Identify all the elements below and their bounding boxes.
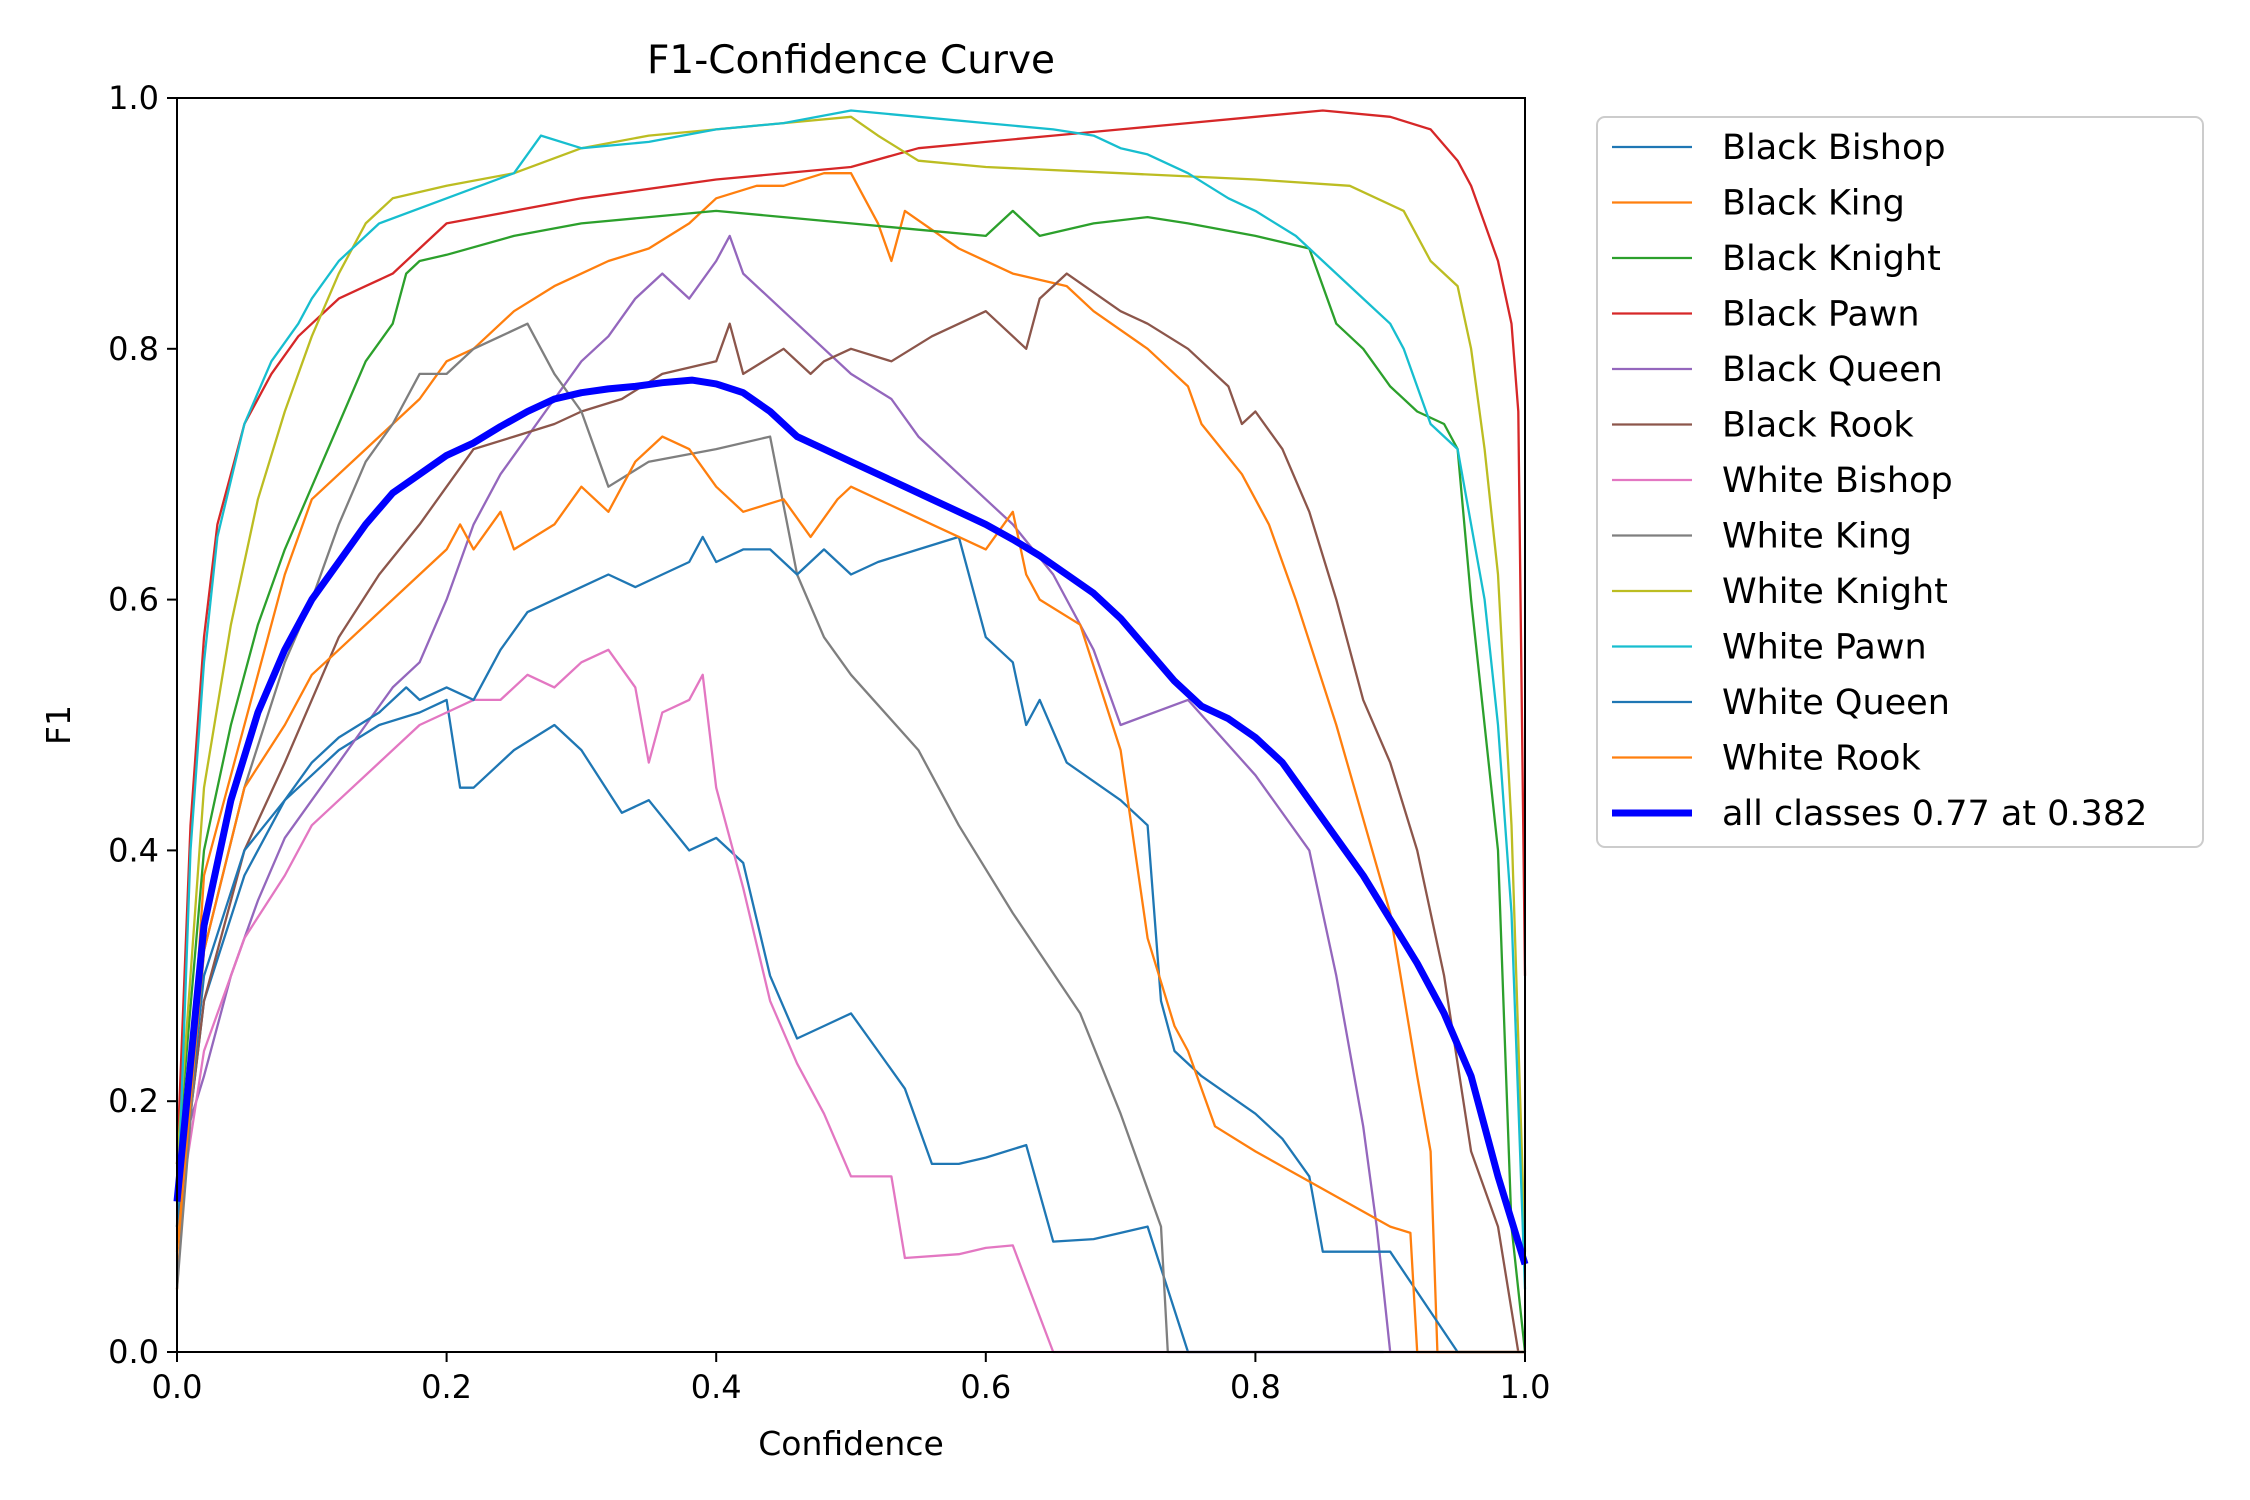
plot-area xyxy=(173,109,1529,1354)
y-tick-label: 0.0 xyxy=(108,1333,159,1371)
y-tick-label: 1.0 xyxy=(108,79,159,117)
legend-label-9: White Pawn xyxy=(1722,628,1927,668)
series-line-9 xyxy=(175,109,1527,1290)
legend: Black Bishop Black King Black Knight Black … xyxy=(1596,116,2204,848)
series-line-2 xyxy=(175,209,1527,1353)
y-tick-label: 0.8 xyxy=(108,330,159,368)
legend-label-0: Black Bishop xyxy=(1722,128,1946,168)
series-line-11 xyxy=(175,435,1525,1354)
legend-label-6: White Bishop xyxy=(1722,461,1953,501)
series-line-6 xyxy=(175,648,1525,1354)
legend-label-11: White Rook xyxy=(1722,739,1921,779)
legend-label-4: Black Queen xyxy=(1722,350,1943,390)
chart-title: F1-Confidence Curve xyxy=(647,38,1055,83)
legend-label-12: all classes 0.77 at 0.382 xyxy=(1722,794,2147,834)
series-line-10 xyxy=(175,535,1525,1354)
y-tick-label: 0.6 xyxy=(108,581,159,619)
legend-label-10: White Queen xyxy=(1722,683,1950,723)
y-axis-label: F1 xyxy=(39,705,78,745)
series-line-5 xyxy=(175,272,1525,1354)
x-tick-label: 0.4 xyxy=(691,1368,742,1406)
y-tick-label: 0.2 xyxy=(108,1082,159,1120)
plot-frame xyxy=(176,97,1526,1353)
legend-label-7: White King xyxy=(1722,517,1912,557)
series-line-4 xyxy=(175,234,1392,1353)
series-line-1 xyxy=(175,172,1525,1354)
legend-label-5: Black Rook xyxy=(1722,406,1914,446)
series-line-0 xyxy=(175,698,1384,1354)
legend-label-2: Black Knight xyxy=(1722,239,1941,279)
y-axis: 0.0 0.2 0.4 0.6 0.8 1.0 xyxy=(108,79,177,1371)
x-axis: 0.0 0.2 0.4 0.6 0.8 1.0 xyxy=(152,1352,1551,1406)
y-tick-label: 0.4 xyxy=(108,831,159,869)
legend-label-1: Black King xyxy=(1722,184,1905,224)
series-line-3 xyxy=(175,109,1527,1164)
series-line-12 xyxy=(173,376,1529,1266)
legend-label-8: White Knight xyxy=(1722,572,1948,612)
legend-label-3: Black Pawn xyxy=(1722,295,1920,335)
x-tick-label: 0.6 xyxy=(960,1368,1011,1406)
x-tick-label: 0.2 xyxy=(421,1368,472,1406)
x-tick-label: 1.0 xyxy=(1500,1368,1551,1406)
x-tick-label: 0.0 xyxy=(152,1368,203,1406)
x-axis-label: Confidence xyxy=(758,1424,944,1463)
x-tick-label: 0.8 xyxy=(1230,1368,1281,1406)
legend-box xyxy=(1596,116,2204,848)
series-line-8 xyxy=(175,115,1527,1252)
